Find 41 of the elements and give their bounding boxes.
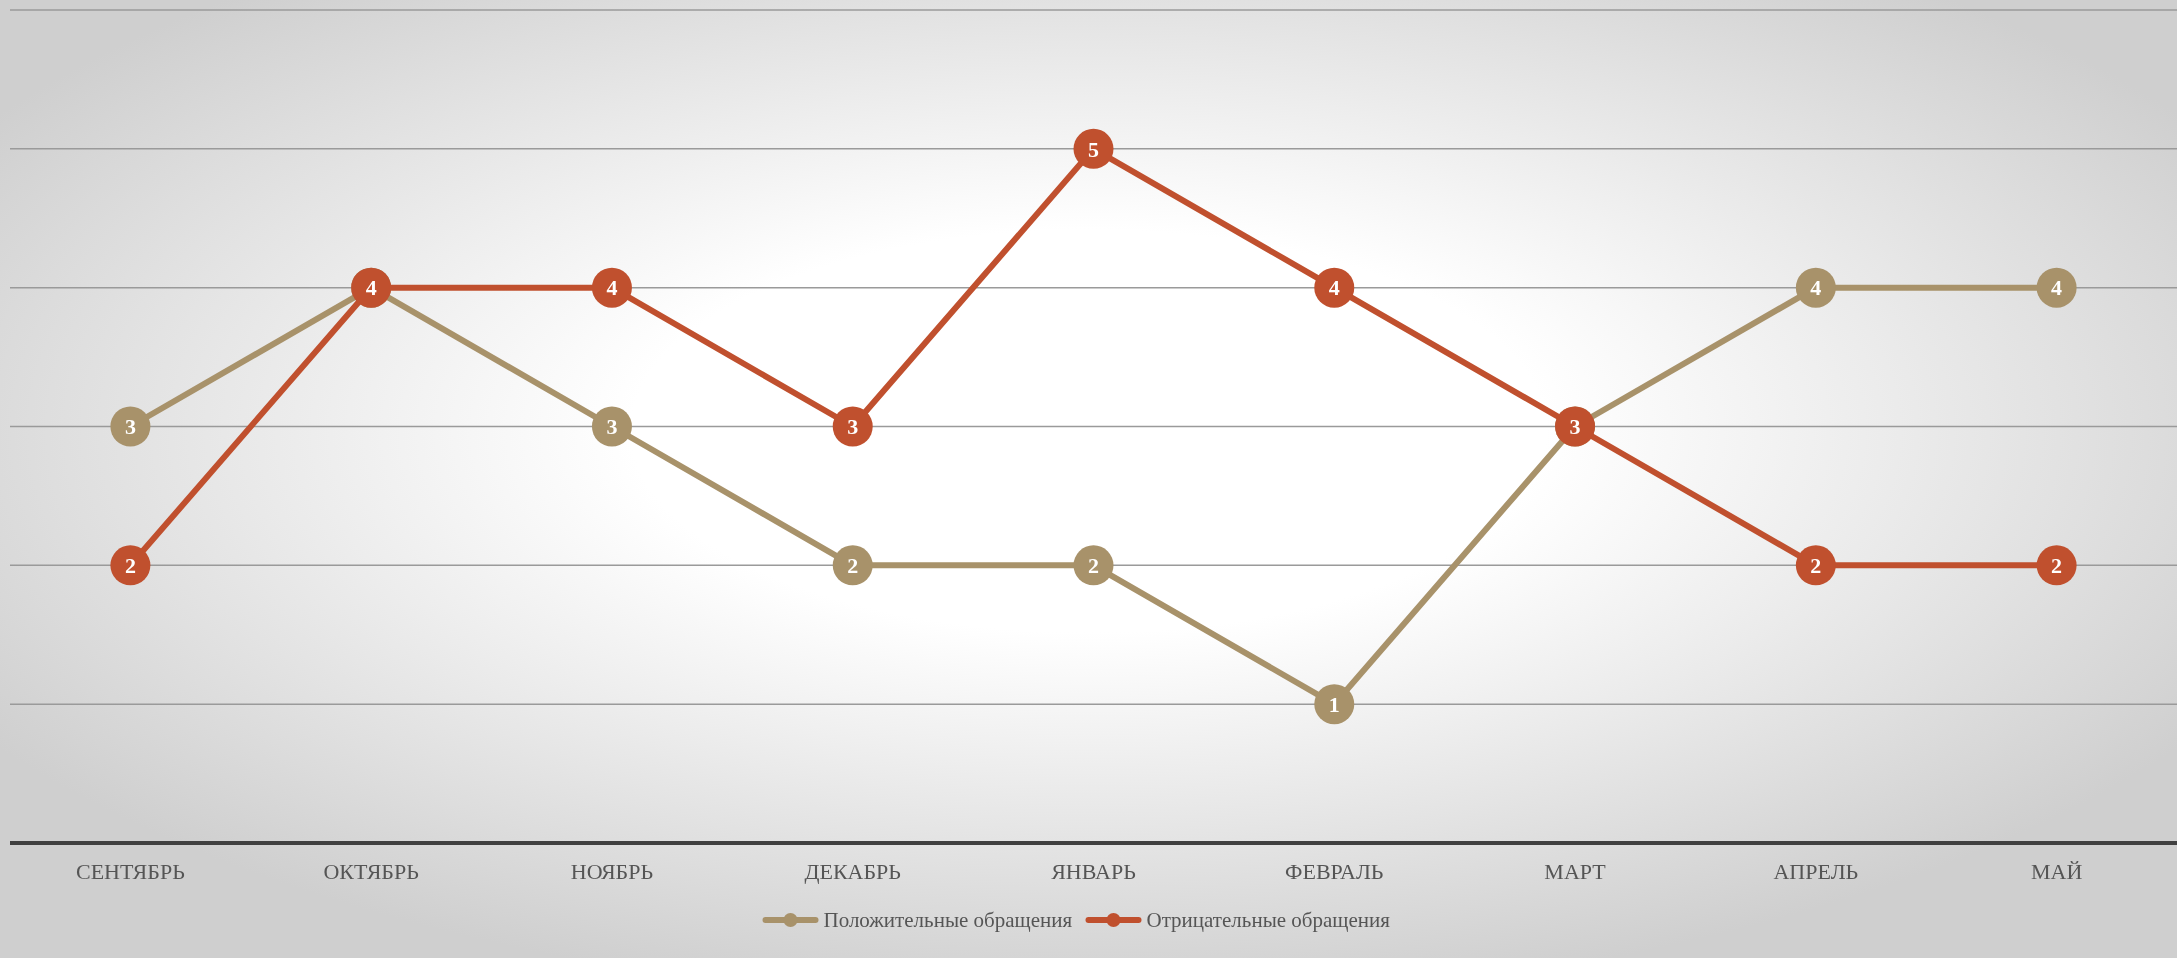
x-tick-label: ФЕВРАЛЬ [1285,859,1384,884]
point [1795,267,1836,308]
x-tick-label: СЕНТЯБРЬ [76,859,185,884]
point [591,406,632,447]
data-label: 2 [847,553,859,579]
data-label: 4 [606,275,618,301]
point [110,406,151,447]
data-label: 3 [1569,414,1581,440]
data-label: 2 [124,553,136,579]
x-tick-label: ЯНВАРЬ [1051,859,1136,884]
point [591,267,632,308]
point [832,545,873,586]
data-label: 4 [1810,275,1822,301]
x-tick-label: МАРТ [1544,859,1607,884]
legend-label: Положительные обращения [823,908,1073,933]
point [832,406,873,447]
data-label: 2 [1810,553,1822,579]
x-tick-label: ОКТЯБРЬ [323,859,419,884]
point [1073,128,1114,169]
data-label: 3 [124,414,136,440]
data-label: 3 [847,414,859,440]
x-tick-label: НОЯБРЬ [570,859,654,884]
legend-label: Отрицательные обращения [1146,908,1391,933]
x-tick-label: МАЙ [2030,859,2083,884]
data-label: 2 [2051,553,2063,579]
point [1314,684,1355,725]
point [2036,545,2077,586]
point [110,545,151,586]
data-label: 5 [1088,136,1099,162]
point [2036,267,2077,308]
x-tick-label: АПРЕЛЬ [1773,859,1859,884]
data-label: 3 [606,414,618,440]
point [1795,545,1836,586]
data-label: 4 [1328,275,1340,301]
x-tick-label: ДЕКАБРЬ [804,859,901,884]
data-label: 4 [2051,275,2063,301]
data-label: 1 [1328,691,1340,717]
point [1073,545,1114,586]
data-label: 4 [365,275,377,301]
point [1314,267,1355,308]
data-label: 2 [1088,553,1099,579]
